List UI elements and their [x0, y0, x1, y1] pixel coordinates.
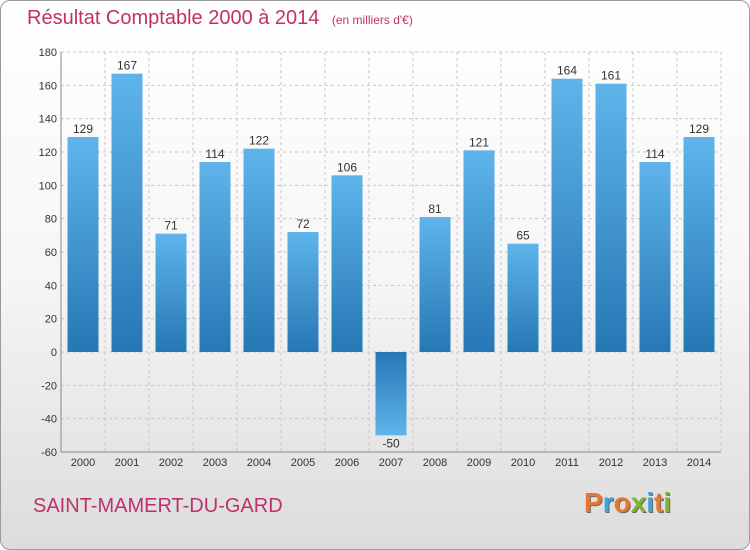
value-label: 129: [689, 122, 709, 136]
x-tick-label: 2003: [203, 457, 227, 469]
value-label: 161: [601, 69, 621, 83]
value-label: 122: [249, 134, 269, 148]
value-label: -50: [382, 436, 400, 450]
x-tick-label: 2008: [423, 457, 447, 469]
x-tick-label: 2002: [159, 457, 183, 469]
bar-2008: [419, 217, 451, 352]
x-tick-label: 2005: [291, 457, 315, 469]
x-tick-label: 2004: [247, 457, 271, 469]
value-label: 114: [205, 147, 224, 161]
x-tick-label: 2011: [555, 457, 579, 469]
logo-letter: i: [663, 487, 672, 518]
value-label: 114: [645, 147, 664, 161]
unit-note: (en milliers d'€): [331, 13, 413, 27]
x-tick-label: 2014: [687, 457, 711, 469]
value-label: 72: [296, 217, 310, 231]
y-tick-label: 140: [39, 114, 57, 126]
x-tick-label: 2006: [335, 457, 359, 469]
y-tick-label: -60: [41, 447, 57, 459]
value-label: 129: [73, 122, 93, 136]
x-tick-label: 2007: [379, 457, 403, 469]
x-tick-label: 2010: [511, 457, 535, 469]
logo-letter: i: [646, 487, 655, 518]
bar-2011: [551, 78, 583, 353]
logo-letter: P: [584, 487, 603, 518]
y-tick-label: -20: [41, 380, 57, 392]
commune-name: SAINT-MAMERT-DU-GARD: [33, 495, 283, 517]
value-label: 71: [164, 219, 178, 233]
y-tick-label: 40: [45, 280, 57, 292]
bar-2010: [507, 243, 539, 352]
bar-2006: [331, 175, 363, 352]
bar-2007: [375, 352, 407, 436]
chart-header: Résultat Comptable 2000 à 2014 (en milli…: [27, 7, 413, 30]
bar-2009: [463, 150, 495, 352]
value-label: 167: [117, 59, 137, 73]
bar-2000: [67, 137, 99, 352]
x-tick-label: 2013: [643, 457, 667, 469]
x-tick-label: 2012: [599, 457, 623, 469]
x-tick-label: 2000: [71, 457, 95, 469]
value-label: 65: [516, 229, 530, 243]
x-tick-label: 2001: [115, 457, 139, 469]
y-tick-label: 20: [45, 314, 57, 326]
logo-letter: r: [602, 487, 614, 518]
bar-2013: [639, 162, 671, 352]
bar-2003: [199, 162, 231, 352]
value-label: 81: [428, 202, 442, 216]
chart-title: Résultat Comptable 2000 à 2014: [27, 7, 320, 29]
x-tick-label: 2009: [467, 457, 491, 469]
bar-2004: [243, 148, 275, 352]
bar-2001: [111, 73, 143, 353]
bar-2012: [595, 83, 627, 353]
value-label: 164: [557, 64, 577, 78]
y-tick-label: 120: [39, 147, 57, 159]
logo-letter: x: [630, 487, 647, 518]
proxiti-logo: Proxiti: [584, 487, 671, 519]
y-tick-label: 160: [39, 80, 57, 92]
logo-letter: o: [613, 487, 631, 518]
y-tick-label: 100: [39, 180, 57, 192]
logo-letter: t: [654, 487, 664, 518]
y-tick-label: 80: [45, 214, 57, 226]
y-tick-label: 0: [51, 347, 57, 359]
value-label: 106: [337, 160, 357, 174]
value-label: 121: [469, 135, 489, 149]
y-tick-label: 60: [45, 247, 57, 259]
bar-2005: [287, 232, 319, 352]
y-tick-label: 180: [39, 47, 57, 59]
bar-2002: [155, 233, 187, 352]
bar-2014: [683, 137, 715, 352]
y-tick-label: -40: [41, 414, 57, 426]
